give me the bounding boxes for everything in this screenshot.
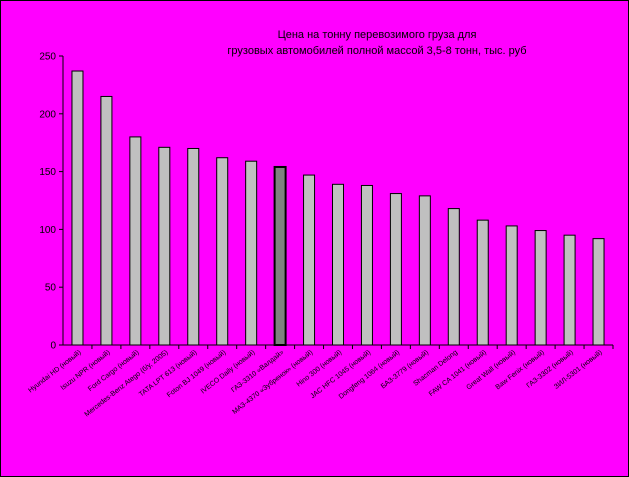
y-tick-label: 100 — [39, 225, 56, 236]
x-category-label: Hyundai HD (новый) — [27, 348, 83, 394]
x-category-label: IVECO Daily (новый) — [199, 348, 256, 395]
chart-title-line-1: Цена на тонну перевозимого груза для — [278, 29, 477, 41]
y-tick-label: 200 — [39, 109, 56, 120]
x-category-label: Isuzu NPR (новый) — [59, 348, 112, 392]
bar — [418, 195, 431, 346]
bar — [534, 230, 547, 346]
bar — [476, 219, 489, 346]
x-category-label: ГАЗ-3310 «Валдай» — [230, 348, 286, 394]
x-category-label: Great Wall (новый) — [465, 348, 517, 391]
bar — [187, 147, 200, 346]
bar — [100, 95, 113, 346]
bar-highlighted — [273, 165, 287, 346]
bar — [303, 174, 316, 346]
chart-title-line-2: грузовых автомобилей полной массой 3,5-8… — [227, 45, 526, 57]
bar — [389, 193, 402, 346]
plot-area: 0 50 100 150 200 250 Hyundai HD (новый)Isuzu N… — [27, 52, 614, 418]
y-tick-label: 50 — [45, 283, 57, 294]
x-category-label: Ford Cargo (новый) — [86, 348, 140, 393]
x-category-label: БАЗ-3779 (новый) — [379, 348, 430, 390]
bar — [71, 70, 84, 346]
y-tick-label: 250 — [39, 52, 56, 63]
bar — [216, 157, 229, 346]
bar — [447, 208, 460, 346]
bar — [592, 238, 605, 346]
x-category-label: FAW CA 1041 (новый) — [427, 348, 488, 398]
bar — [360, 184, 373, 346]
x-category-label: ЗИЛ-5301 (новый) — [552, 348, 603, 391]
x-category-label: ГАЗ-3302 (новый) — [525, 348, 575, 389]
bar — [505, 225, 518, 346]
bar — [158, 146, 171, 346]
bar — [563, 234, 576, 346]
y-tick-label: 150 — [39, 167, 56, 178]
bar — [245, 160, 258, 346]
bar — [129, 136, 142, 346]
x-category-label: Baw Fenix (новый) — [494, 348, 546, 391]
bar — [332, 183, 344, 346]
y-tick-label: 0 — [50, 341, 56, 352]
